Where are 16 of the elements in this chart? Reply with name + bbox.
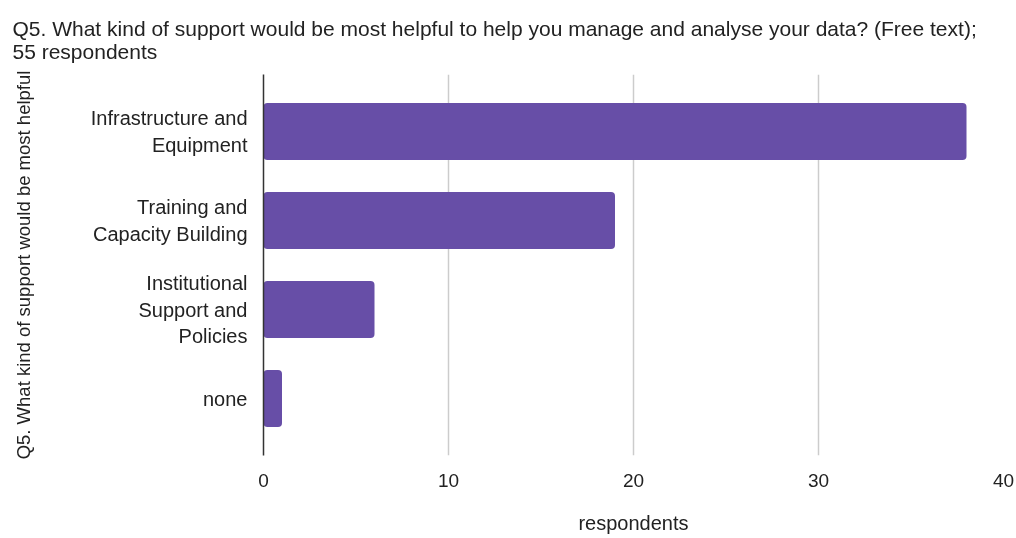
x-axis-title: respondents (578, 511, 689, 534)
y-tick-label: Training and Capacity Building (92, 196, 248, 245)
bar (263, 102, 967, 160)
y-axis-title: Q5. What kind of support would be most helpful (12, 70, 34, 460)
x-tick-label: 20 (622, 469, 645, 491)
y-tick-label: Institutional Support and Policies (138, 272, 248, 347)
bar (263, 192, 615, 249)
y-tick-label: none (203, 387, 248, 410)
x-tick-label: 10 (437, 469, 460, 491)
x-tick-label: 30 (807, 469, 830, 491)
bar (263, 281, 375, 338)
x-tick-label: 40 (992, 469, 1015, 491)
x-tick-label: 0 (258, 469, 269, 491)
chart-title: Q5. What kind of support would be most helpful to help you manage and analyse your data? (Free text); 55 respondents (12, 16, 977, 63)
bar (263, 370, 282, 428)
y-tick-label: Infrastructure and Equipment (90, 107, 248, 156)
